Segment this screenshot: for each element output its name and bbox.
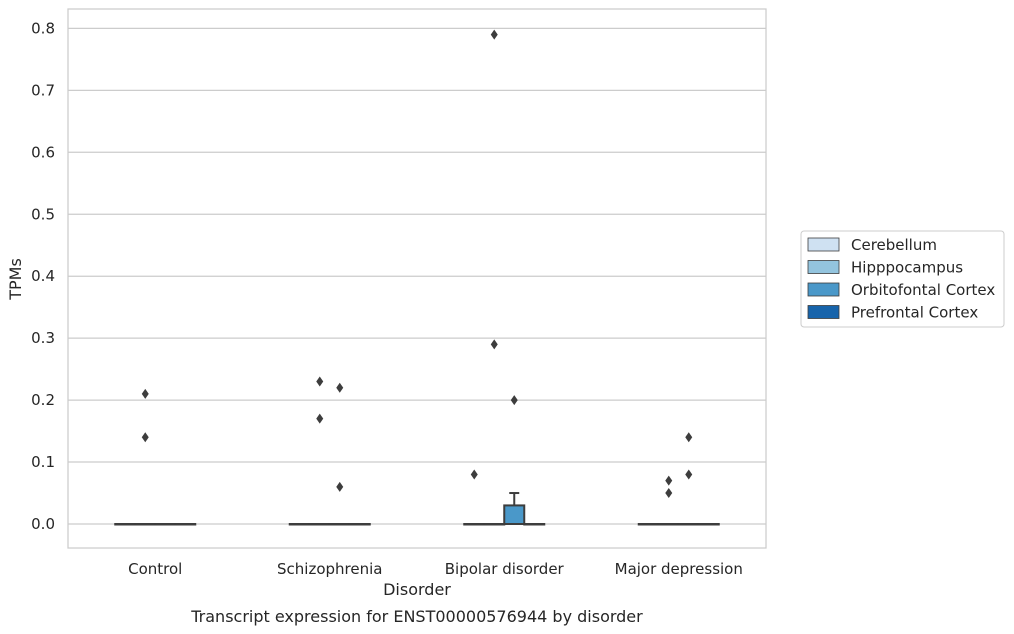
x-tick-label: Control (128, 560, 182, 578)
x-tick-label: Schizophrenia (277, 560, 382, 578)
box-major-depression-hipppocampus (657, 523, 680, 526)
plot-frame (67, 8, 767, 549)
outlier-point (336, 382, 344, 393)
legend-swatch (807, 237, 840, 252)
outlier-point (316, 376, 324, 387)
x-tick-labels: Control Schizophrenia Bipolar disorder Majo… (128, 560, 743, 578)
box-major-depression-prefrontal-cortex (697, 523, 720, 526)
y-tick-label: 0.2 (31, 391, 55, 409)
box-schizophrenia-hipppocampus (308, 523, 331, 526)
y-tick-labels: 0.0 0.1 0.2 0.3 0.4 0.5 0.6 0.7 0.8 (31, 19, 55, 533)
box-major-depression-orbitofontal-cortex (677, 523, 700, 526)
plot-background (68, 9, 766, 548)
outlier-point (336, 481, 344, 492)
x-tick-label: Bipolar disorder (445, 560, 565, 578)
legend-swatch (807, 305, 840, 319)
y-tick-label: 0.4 (31, 267, 55, 285)
legend-label: Orbitofontal Cortex (851, 281, 995, 299)
y-tick-label: 0.0 (31, 515, 55, 533)
y-tick-label: 0.3 (31, 329, 55, 347)
outlier-point (510, 395, 518, 406)
box-major-depression-cerebellum (637, 523, 660, 526)
outliers-layer (141, 29, 693, 499)
legend: Cerebellum Hipppocampus Orbitofontal Corte… (800, 230, 1005, 328)
box-control-prefrontal-cortex (174, 523, 197, 526)
outlier-point (470, 469, 478, 480)
y-axis-title: TPMs (6, 258, 25, 301)
outlier-point (490, 339, 498, 350)
box-bipolar-disorder-cerebellum (463, 523, 486, 526)
x-axis-title: Disorder (383, 580, 451, 599)
outlier-point (665, 488, 673, 499)
box-schizophrenia-cerebellum (288, 523, 311, 526)
boxes-layer (114, 492, 720, 526)
box-schizophrenia-orbitofontal-cortex (328, 523, 351, 526)
box-bipolar-disorder-orbitofontal-cortex (503, 492, 526, 526)
box-schizophrenia-prefrontal-cortex (348, 523, 371, 526)
y-tick-label: 0.8 (31, 19, 55, 37)
outlier-point (316, 413, 324, 424)
box-body (503, 504, 526, 526)
legend-label: Cerebellum (851, 236, 937, 254)
legend-label: Prefrontal Cortex (851, 304, 978, 322)
box-bipolar-disorder-hipppocampus (483, 523, 506, 526)
legend-frame (800, 230, 1005, 328)
x-tick-label: Major depression (615, 560, 743, 578)
box-control-cerebellum (114, 523, 137, 526)
outlier-point (685, 432, 693, 443)
legend-label: Hipppocampus (851, 259, 963, 277)
y-tick-label: 0.5 (31, 205, 55, 223)
y-tick-label: 0.6 (31, 143, 55, 161)
outlier-point (141, 388, 149, 399)
y-tick-label: 0.1 (31, 453, 55, 471)
y-tick-label: 0.7 (31, 81, 55, 99)
legend-swatch (807, 282, 840, 297)
legend-swatch (807, 260, 840, 274)
box-control-hipppocampus (134, 523, 157, 526)
outlier-point (141, 432, 149, 443)
chart-caption: Transcript expression for ENST0000057694… (190, 607, 643, 626)
outlier-point (665, 475, 673, 486)
box-control-orbitofontal-cortex (154, 523, 177, 526)
box-bipolar-disorder-prefrontal-cortex (523, 523, 546, 526)
outlier-point (490, 29, 498, 40)
outlier-point (685, 469, 693, 480)
